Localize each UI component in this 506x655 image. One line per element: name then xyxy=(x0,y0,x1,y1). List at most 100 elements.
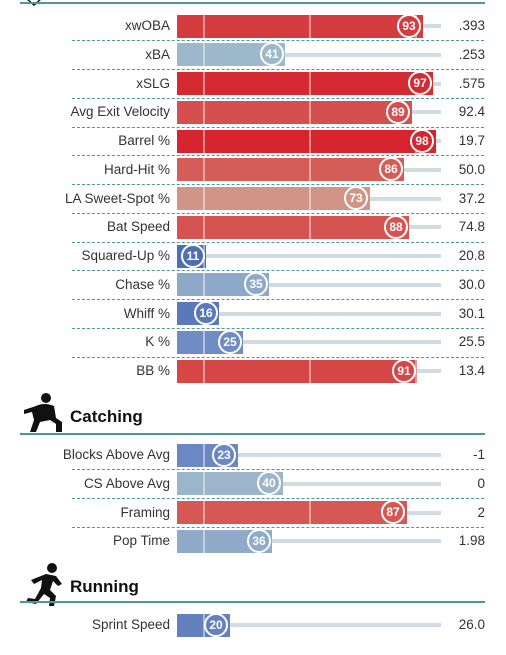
percentile-track xyxy=(177,453,441,457)
percentile-gridline xyxy=(203,216,206,239)
percentile-badge: 89 xyxy=(386,100,410,124)
percentile-gridline xyxy=(203,43,206,66)
metric-label: Pop Time xyxy=(112,533,170,548)
percentile-badge: 91 xyxy=(392,359,416,383)
percentile-gridline xyxy=(309,501,311,524)
percentile-track xyxy=(177,340,441,344)
percentile-badge: 16 xyxy=(194,301,218,325)
percentile-bar xyxy=(177,216,410,239)
percentile-gridline xyxy=(309,158,311,181)
percentile-badge: 73 xyxy=(344,186,368,210)
metric-value: 26.0 xyxy=(458,617,485,632)
percentile-badge: 97 xyxy=(408,71,432,95)
percentile-gridline xyxy=(309,130,311,153)
percentile-bar xyxy=(177,130,436,153)
percentile-track xyxy=(177,623,441,627)
percentile-badge: 23 xyxy=(212,443,236,467)
percentile-track xyxy=(177,254,441,258)
percentile-gridline xyxy=(309,15,311,38)
percentile-gridline xyxy=(203,530,206,553)
percentile-bar xyxy=(177,501,407,524)
metric-label: K % xyxy=(145,334,170,349)
row-divider xyxy=(72,270,484,271)
metric-value: 0 xyxy=(477,476,485,491)
metric-label: xSLG xyxy=(136,76,170,91)
percentile-gridline xyxy=(203,501,206,524)
metric-label: Chase % xyxy=(115,277,170,292)
metric-label: BB % xyxy=(136,363,170,378)
row-divider xyxy=(72,357,484,358)
percentile-badge: 41 xyxy=(260,42,284,66)
percentile-track xyxy=(177,312,441,316)
row-divider xyxy=(72,184,484,185)
metric-value: -1 xyxy=(472,447,485,462)
metric-label: Sprint Speed xyxy=(91,617,170,632)
percentile-gridline xyxy=(203,72,206,95)
metric-value: 13.4 xyxy=(458,363,485,378)
metric-value: 30.0 xyxy=(458,277,485,292)
percentile-gridline xyxy=(203,331,206,354)
section-divider xyxy=(20,433,485,435)
percentile-track xyxy=(177,482,441,486)
metric-label: Avg Exit Velocity xyxy=(70,104,170,119)
metric-value: 2 xyxy=(477,505,485,520)
percentile-gridline xyxy=(203,472,206,495)
row-divider xyxy=(72,328,484,329)
percentile-badge: 87 xyxy=(381,500,405,524)
metric-value: 50.0 xyxy=(458,162,485,177)
percentile-gridline xyxy=(203,158,206,181)
metric-label: Squared-Up % xyxy=(81,248,170,263)
row-divider xyxy=(72,469,484,470)
percentile-gridline xyxy=(309,187,311,210)
metric-value: 20.8 xyxy=(458,248,485,263)
metric-label: LA Sweet-Spot % xyxy=(64,191,170,206)
percentile-bar xyxy=(177,158,405,181)
percentile-badge: 11 xyxy=(181,244,205,268)
metric-value: 25.5 xyxy=(458,334,485,349)
percentile-bar xyxy=(177,15,423,38)
percentile-badge: 88 xyxy=(384,215,408,239)
metric-value: .575 xyxy=(458,76,485,91)
percentile-bar xyxy=(177,72,434,95)
section-divider xyxy=(20,2,485,4)
percentile-track xyxy=(177,283,441,287)
percentile-badge: 93 xyxy=(397,14,421,38)
percentile-gridline xyxy=(203,444,206,467)
metric-value: 30.1 xyxy=(458,306,485,321)
percentile-gridline xyxy=(203,273,206,296)
metric-label: xwOBA xyxy=(124,18,170,33)
percentile-badge: 20 xyxy=(204,613,228,637)
percentile-bar xyxy=(177,472,283,495)
section-divider xyxy=(20,601,485,603)
metric-value: 92.4 xyxy=(458,104,485,119)
percentile-gridline xyxy=(309,360,311,383)
row-divider xyxy=(72,155,484,156)
row-divider xyxy=(72,127,484,128)
metric-value: 37.2 xyxy=(458,191,485,206)
row-divider xyxy=(72,242,484,243)
metric-label: xBA xyxy=(145,47,170,62)
percentile-badge: 98 xyxy=(410,129,434,153)
row-divider xyxy=(72,299,484,300)
section-title: Running xyxy=(70,577,139,596)
percentile-gridline xyxy=(203,187,206,210)
metric-label: Barrel % xyxy=(118,133,170,148)
percentile-bar xyxy=(177,187,370,210)
percentile-badge: 35 xyxy=(244,272,268,296)
percentile-gridline xyxy=(203,130,206,153)
percentile-badge: 40 xyxy=(257,471,281,495)
row-divider xyxy=(72,40,484,41)
percentile-gridline xyxy=(203,15,206,38)
metric-label: Bat Speed xyxy=(106,219,170,234)
row-divider xyxy=(72,98,484,99)
percentile-track xyxy=(177,539,441,543)
percentile-gridline xyxy=(309,216,311,239)
metric-value: .253 xyxy=(458,47,485,62)
metric-value: 74.8 xyxy=(458,219,485,234)
percentile-bar xyxy=(177,360,418,383)
metric-value: 1.98 xyxy=(458,533,485,548)
percentile-gridline xyxy=(309,72,311,95)
percentile-badge: 86 xyxy=(379,157,403,181)
percentile-badge: 36 xyxy=(247,529,271,553)
percentile-gridline xyxy=(203,101,206,124)
